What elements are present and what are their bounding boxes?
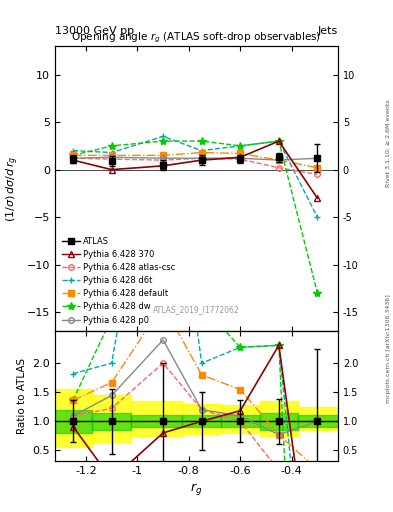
Y-axis label: $(1/\sigma)\,d\sigma/d\,r_g$: $(1/\sigma)\,d\sigma/d\,r_g$: [5, 156, 21, 222]
Legend: ATLAS, Pythia 6.428 370, Pythia 6.428 atlas-csc, Pythia 6.428 d6t, Pythia 6.428 : ATLAS, Pythia 6.428 370, Pythia 6.428 at…: [59, 234, 178, 327]
Text: Rivet 3.1.10; ≥ 2.6M events: Rivet 3.1.10; ≥ 2.6M events: [386, 99, 391, 187]
X-axis label: $r_g$: $r_g$: [190, 481, 203, 497]
Text: mcplots.cern.ch [arXiv:1306.3436]: mcplots.cern.ch [arXiv:1306.3436]: [386, 294, 391, 402]
Y-axis label: Ratio to ATLAS: Ratio to ATLAS: [17, 358, 27, 434]
Text: 13000 GeV pp: 13000 GeV pp: [55, 26, 134, 36]
Text: Jets: Jets: [318, 26, 338, 36]
Text: ATLAS_2019_I1772062: ATLAS_2019_I1772062: [153, 305, 240, 314]
Title: Opening angle $r_g$ (ATLAS soft-drop observables): Opening angle $r_g$ (ATLAS soft-drop obs…: [72, 31, 321, 46]
